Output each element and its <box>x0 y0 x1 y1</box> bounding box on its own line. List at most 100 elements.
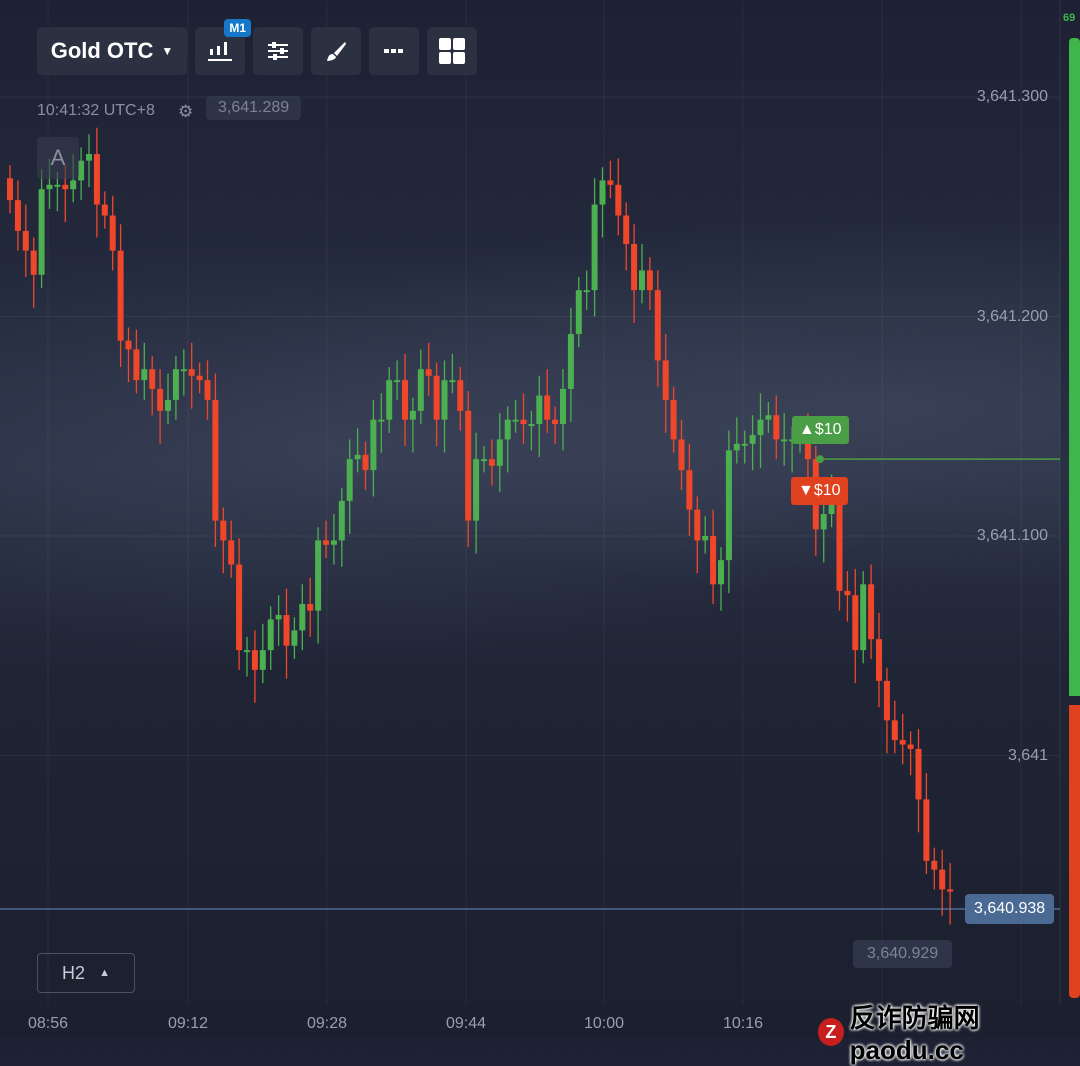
chart-type-button[interactable]: M1 <box>195 19 251 75</box>
watermark-text: 反诈防骗网 paodu.cc <box>849 1003 980 1065</box>
candle-body <box>70 180 77 190</box>
candle-body <box>773 415 780 440</box>
candle-body <box>757 419 764 436</box>
candle-body <box>441 380 448 420</box>
candle-body <box>488 459 495 466</box>
x-axis-label: 09:12 <box>167 1015 209 1032</box>
candle-body <box>749 435 756 444</box>
candle-body <box>378 419 385 422</box>
candle-body <box>196 375 203 381</box>
candle-body <box>330 540 337 545</box>
x-axis-label: 08:56 <box>27 1015 69 1032</box>
asset-selector[interactable]: Gold OTC ▼ <box>37 27 187 75</box>
candle-body <box>78 160 85 181</box>
timeframe-badge: M1 <box>224 19 251 37</box>
candle-body <box>939 869 946 890</box>
candle-body <box>315 540 322 611</box>
candle-body <box>220 520 227 541</box>
candle-body <box>694 509 701 541</box>
candle-body <box>157 388 164 411</box>
buy-trade-marker[interactable]: ▲$10 <box>792 416 849 444</box>
timeframe-selector[interactable]: H2 ▲ <box>37 953 135 993</box>
caret-up-icon: ▲ <box>99 967 110 979</box>
candle-body <box>457 380 464 411</box>
candle-body <box>828 500 835 515</box>
candle-body <box>86 154 92 161</box>
candle-body <box>575 290 582 335</box>
sell-trade-marker[interactable]: ▼$10 <box>791 477 848 505</box>
candle-body <box>259 650 266 670</box>
candle-body <box>228 540 235 565</box>
candle-body <box>54 184 61 187</box>
candle-body <box>307 604 314 611</box>
candle-body <box>583 290 590 293</box>
candle-body <box>433 375 440 420</box>
trader-sentiment-bar <box>1069 38 1080 998</box>
more-icon <box>384 49 403 53</box>
current-price-label: 3,640.938 <box>965 894 1055 924</box>
candle-body <box>567 334 574 389</box>
candle-body <box>623 215 630 245</box>
sentiment-label: 69 <box>1063 12 1076 24</box>
candle-body <box>615 184 622 216</box>
candle-body <box>718 560 724 585</box>
candle-body <box>283 615 290 646</box>
candle-body <box>38 189 45 275</box>
candle-body <box>931 860 938 870</box>
price-chart[interactable] <box>0 0 1080 1038</box>
candle-body <box>149 369 156 389</box>
candle-body <box>125 340 132 350</box>
brush-icon <box>327 42 346 61</box>
candle-body <box>504 419 511 440</box>
candle-body <box>117 250 124 341</box>
candle-body <box>741 443 748 446</box>
caret-down-icon: ▼ <box>161 44 174 58</box>
candle-body <box>836 500 843 591</box>
candle-body <box>180 369 187 372</box>
grid-layout-icon <box>439 38 465 64</box>
site-watermark: Z 反诈防骗网 paodu.cc <box>818 998 1080 1066</box>
candle-body <box>172 369 179 400</box>
candle-body <box>733 443 740 451</box>
candle-body <box>891 720 898 741</box>
candle-body <box>465 410 472 521</box>
candle-body <box>449 380 456 383</box>
candle-body <box>109 215 116 251</box>
candle-body <box>236 564 243 651</box>
gear-icon[interactable]: ⚙ <box>178 102 194 121</box>
more-button[interactable] <box>369 27 419 75</box>
candle-body <box>670 399 677 440</box>
drawing-button[interactable] <box>311 27 361 75</box>
trade-entry-dot <box>816 455 824 464</box>
candle-body <box>354 454 361 460</box>
candle-body <box>844 590 851 596</box>
candle-body <box>14 200 21 231</box>
candle-body <box>725 450 732 561</box>
candle-body <box>338 500 345 541</box>
indicators-button[interactable] <box>253 27 303 75</box>
watermark-logo-icon: Z <box>818 1018 844 1046</box>
x-axis-label: 09:28 <box>306 1015 348 1032</box>
candle-body <box>62 184 69 190</box>
candle-body <box>820 514 827 530</box>
candle-body <box>141 369 148 381</box>
candle-body <box>362 454 369 471</box>
candle-body <box>876 639 882 681</box>
auto-scale-button[interactable]: A <box>37 137 79 179</box>
candle-body <box>165 399 171 411</box>
candle-body <box>710 536 717 585</box>
candle-body <box>686 470 693 510</box>
candle-body <box>765 415 772 420</box>
candle-body <box>402 380 408 420</box>
candle-body <box>552 419 559 425</box>
x-axis-label: 10:16 <box>722 1015 764 1032</box>
sliders-icon <box>268 42 288 60</box>
x-axis-label: 10:00 <box>583 1015 625 1032</box>
layout-button[interactable] <box>427 27 477 75</box>
candle-body <box>93 154 100 205</box>
candle-body <box>528 424 535 427</box>
toolbar: Gold OTC ▼ M1 <box>37 19 477 75</box>
candle-body <box>299 604 306 631</box>
candle-body <box>899 740 906 745</box>
candle-body <box>536 395 543 425</box>
